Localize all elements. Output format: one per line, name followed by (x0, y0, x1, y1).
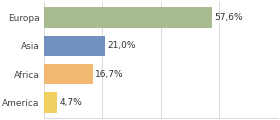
Bar (44, 7, 212, 28)
Bar (44, 64, 92, 84)
Text: 21,0%: 21,0% (108, 41, 136, 50)
Text: 57,6%: 57,6% (215, 13, 243, 22)
Bar (44, 36, 105, 56)
Text: 16,7%: 16,7% (95, 70, 123, 79)
Bar (44, 92, 57, 113)
Text: 4,7%: 4,7% (60, 98, 83, 107)
